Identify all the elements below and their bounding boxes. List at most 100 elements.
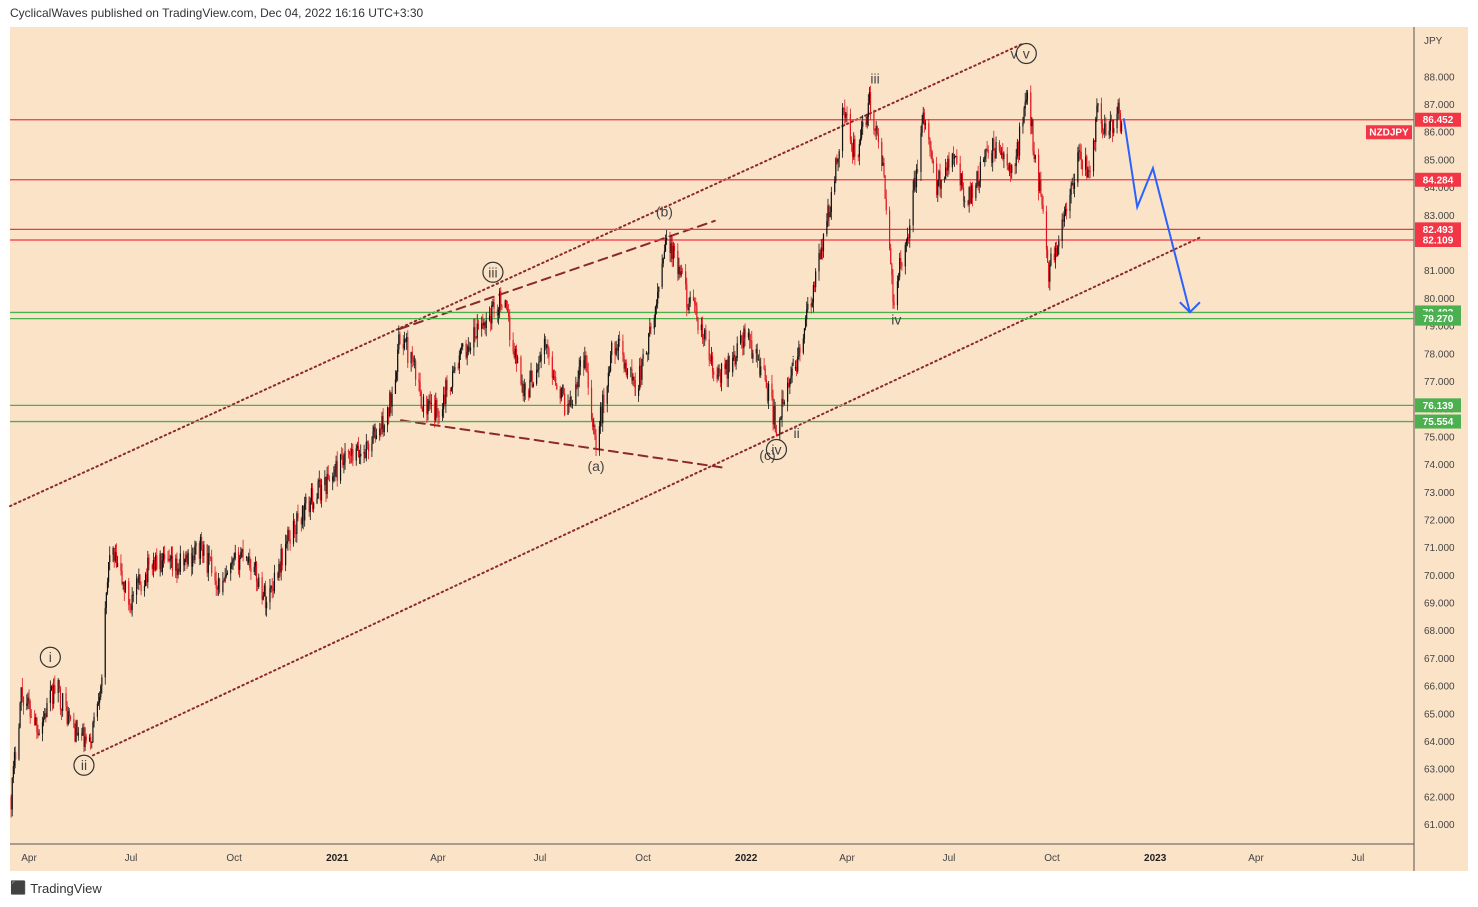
candle-body — [666, 238, 668, 240]
candle — [65, 687, 67, 712]
candle-body — [711, 356, 714, 372]
candle-body — [701, 324, 704, 339]
candle — [601, 402, 603, 427]
candle-body — [28, 697, 30, 702]
candle — [579, 356, 581, 376]
candle-body — [553, 376, 556, 378]
candle — [1041, 193, 1043, 209]
price-tag-box — [1415, 398, 1461, 413]
candle — [41, 716, 44, 742]
candle — [148, 553, 150, 571]
candle — [193, 547, 195, 563]
candle-body — [680, 271, 682, 276]
candle — [398, 325, 400, 354]
candle — [742, 332, 744, 356]
candle-body — [638, 388, 640, 396]
candle — [616, 344, 618, 360]
candle — [930, 141, 932, 159]
candle — [1032, 118, 1034, 156]
candle — [128, 577, 130, 611]
candle — [516, 354, 519, 364]
candle-body — [561, 387, 564, 389]
candle-body — [412, 358, 414, 362]
candle — [245, 555, 248, 562]
wave-label: iv — [765, 438, 788, 461]
x-tick-label: Apr — [1248, 853, 1264, 864]
candle-body — [467, 346, 469, 352]
candle-body — [1008, 165, 1011, 170]
candle — [18, 723, 20, 761]
candle — [355, 443, 357, 466]
candle — [850, 136, 853, 152]
candle — [475, 336, 477, 340]
candle — [642, 348, 644, 367]
candle-body — [789, 378, 791, 387]
candle — [1015, 148, 1017, 174]
candle — [780, 415, 782, 420]
candle-body — [868, 92, 871, 103]
candle — [890, 243, 892, 265]
candle-body — [114, 552, 116, 561]
candle — [460, 343, 463, 354]
candle — [634, 372, 636, 397]
candle — [490, 307, 492, 332]
candle-body — [528, 390, 530, 398]
candle — [774, 401, 776, 433]
candle-body — [68, 711, 70, 717]
tradingview-brand[interactable]: ⬛ TradingView — [10, 880, 102, 896]
candle-body — [718, 368, 720, 373]
y-tick-label: 62.000 — [1424, 792, 1455, 803]
candle-body — [207, 552, 209, 573]
candle-body — [136, 578, 138, 595]
candle — [367, 440, 370, 460]
candle — [598, 420, 600, 456]
candle — [1003, 151, 1005, 169]
candle-body — [357, 445, 360, 457]
candle-body — [590, 387, 593, 420]
candle-body — [443, 394, 445, 410]
candle — [363, 444, 365, 464]
candle-body — [217, 578, 220, 590]
candle — [466, 344, 468, 366]
candle — [263, 583, 265, 597]
candle — [476, 314, 478, 348]
candle — [1053, 246, 1055, 263]
wave-label-text: v — [1023, 45, 1030, 61]
candle — [287, 526, 289, 551]
candle-body — [348, 451, 351, 455]
candle — [1038, 148, 1040, 201]
candle-body — [499, 291, 501, 310]
candle — [270, 585, 272, 593]
candle — [734, 350, 736, 367]
candle-body — [69, 716, 72, 720]
candle-body — [689, 296, 691, 304]
candle-body — [1089, 170, 1091, 172]
candle-body — [1117, 102, 1119, 114]
candle-body — [818, 253, 820, 272]
candle — [1045, 205, 1048, 259]
candle — [413, 355, 416, 369]
candle-body — [187, 552, 189, 565]
candle — [450, 386, 453, 392]
candle — [253, 562, 255, 576]
candle — [678, 257, 680, 280]
candle-body — [253, 566, 255, 572]
candle-body — [710, 356, 713, 362]
candle-body — [420, 391, 422, 409]
candle-body — [739, 335, 742, 344]
candle — [77, 727, 79, 741]
x-tick-label: Oct — [1044, 853, 1060, 864]
candle — [578, 357, 580, 388]
candle-body — [1053, 253, 1055, 261]
wave-label-circle — [39, 646, 61, 668]
candle — [139, 574, 141, 586]
candle-body — [1018, 126, 1021, 156]
candle-body — [760, 366, 762, 376]
price-tag: 82.109 — [1415, 233, 1461, 248]
candle — [91, 741, 93, 749]
candle — [1113, 119, 1115, 137]
candle — [485, 312, 487, 337]
candle — [728, 355, 730, 373]
candle — [484, 321, 486, 335]
